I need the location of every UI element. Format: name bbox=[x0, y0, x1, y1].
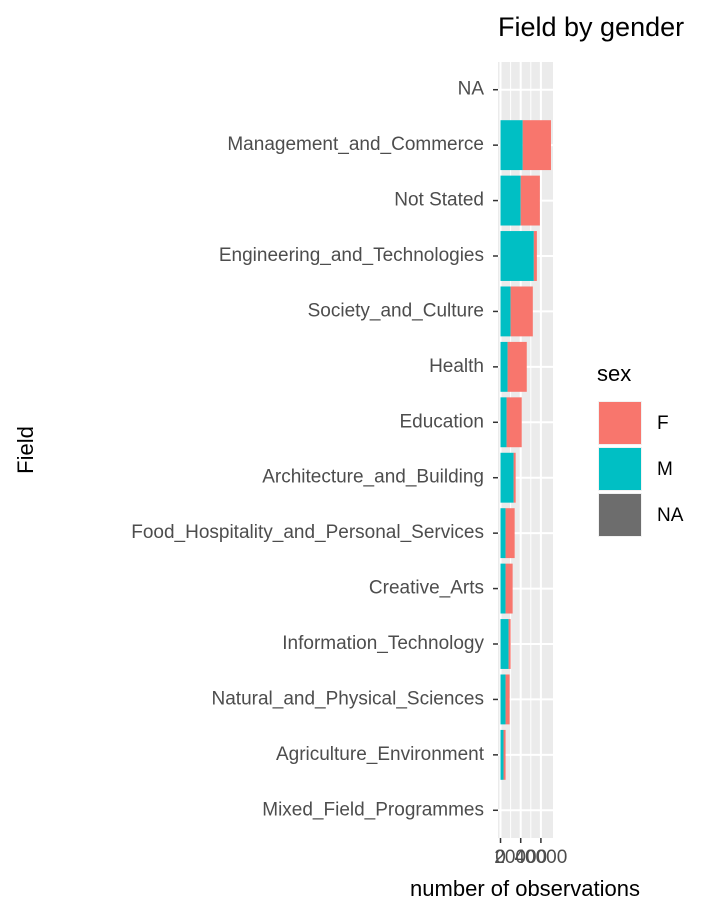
bar bbox=[520, 175, 540, 226]
legend-key bbox=[599, 494, 641, 536]
y-tick-label: Society_and_Culture bbox=[308, 300, 484, 321]
bar bbox=[500, 729, 504, 780]
legend-label: NA bbox=[657, 505, 684, 526]
y-tick-label: Engineering_and_Technologies bbox=[219, 245, 484, 266]
y-tick-label: Not Stated bbox=[394, 190, 484, 211]
bar bbox=[500, 286, 511, 337]
y-tick-label: NA bbox=[458, 79, 485, 100]
bar bbox=[522, 120, 551, 171]
y-tick-label: Creative_Arts bbox=[369, 578, 484, 599]
bar bbox=[503, 729, 506, 780]
y-tick-label: Health bbox=[429, 356, 484, 377]
bar bbox=[500, 619, 509, 669]
bar bbox=[500, 674, 506, 725]
legend-key bbox=[599, 402, 641, 444]
bar bbox=[533, 231, 537, 281]
legend-label: M bbox=[657, 459, 673, 480]
legend-label: F bbox=[657, 413, 669, 434]
x-tick-label: 20000 bbox=[494, 847, 547, 868]
x-tick-label: 40000 bbox=[514, 847, 567, 868]
bar bbox=[508, 619, 511, 669]
y-tick-label: Food_Hospitality_and_Personal_Services bbox=[131, 522, 484, 543]
legend-title: sex bbox=[597, 361, 631, 386]
y-tick-label: Education bbox=[399, 411, 484, 432]
bar bbox=[500, 508, 506, 559]
bar bbox=[500, 563, 506, 614]
bar bbox=[505, 563, 513, 614]
bar bbox=[500, 452, 514, 503]
bar bbox=[500, 341, 508, 392]
y-tick-label: Information_Technology bbox=[282, 633, 484, 654]
x-tick-label: 0 bbox=[495, 847, 506, 868]
bar bbox=[500, 120, 523, 171]
bar bbox=[507, 341, 527, 392]
bar bbox=[510, 286, 533, 337]
y-tick-label: Natural_and_Physical_Sciences bbox=[212, 688, 485, 709]
bar bbox=[500, 397, 507, 448]
y-axis-title: Field bbox=[13, 426, 38, 474]
bar bbox=[506, 397, 522, 448]
bar bbox=[500, 175, 521, 226]
y-tick-label: Mixed_Field_Programmes bbox=[262, 799, 484, 820]
bar bbox=[500, 231, 534, 281]
legend-key bbox=[599, 448, 641, 490]
y-tick-label: Agriculture_Environment bbox=[276, 744, 485, 765]
bar bbox=[513, 452, 516, 503]
bar bbox=[505, 508, 515, 559]
x-axis-title: number of observations bbox=[410, 876, 640, 901]
bar bbox=[505, 674, 510, 725]
y-tick-label: Architecture_and_Building bbox=[262, 467, 484, 488]
y-tick-label: Management_and_Commerce bbox=[227, 134, 484, 155]
chart-title: Field by gender bbox=[498, 12, 684, 42]
